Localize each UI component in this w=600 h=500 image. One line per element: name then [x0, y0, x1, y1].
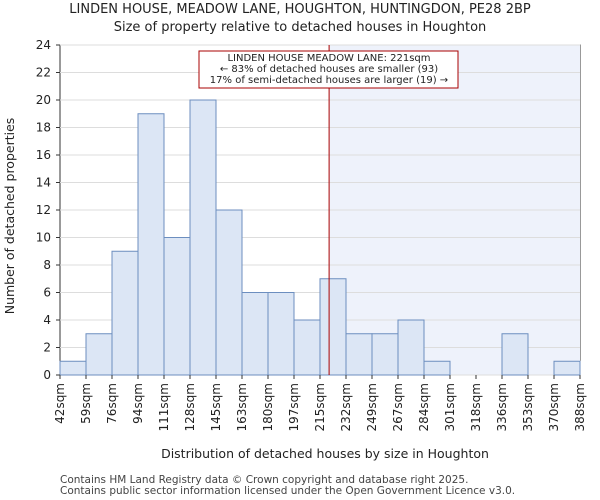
bars: [59, 99, 581, 376]
x-tick-label: 318sqm: [469, 383, 483, 431]
bar-94sqm: [137, 113, 165, 376]
y-tick-label: 6: [43, 286, 51, 300]
x-tick-label: 111sqm: [157, 383, 171, 431]
x-tick-label: 94sqm: [131, 383, 145, 424]
chart-subtitle: Size of property relative to detached ho…: [114, 20, 487, 35]
chart-title: LINDEN HOUSE, MEADOW LANE, HOUGHTON, HUN…: [69, 2, 531, 17]
annotation-line-1: LINDEN HOUSE MEADOW LANE: 221sqm: [227, 53, 430, 64]
y-tick-label: 8: [43, 258, 51, 272]
bar-267sqm: [397, 319, 425, 376]
x-tick-label: 163sqm: [235, 383, 249, 431]
annotation-box: [198, 50, 459, 89]
bar-111sqm: [163, 237, 191, 376]
x-tick-label: 353sqm: [521, 383, 535, 431]
footer-copyright: Contains HM Land Registry data © Crown c…: [60, 474, 468, 486]
bar-76sqm: [111, 250, 139, 376]
bar-215sqm: [319, 278, 347, 376]
bar-232sqm: [345, 333, 373, 376]
bar-370sqm: [553, 360, 581, 376]
x-tick-label: 336sqm: [495, 383, 509, 431]
bar-249sqm: [371, 333, 399, 376]
annotation-line-2: ← 83% of detached houses are smaller (93…: [220, 64, 438, 75]
y-tick-label: 22: [36, 66, 51, 80]
y-axis-title: Number of detached properties: [2, 118, 17, 315]
bar-163sqm: [241, 292, 269, 376]
y-tick-label: 24: [36, 38, 51, 52]
bar-197sqm: [293, 319, 321, 376]
x-tick-label: 42sqm: [53, 383, 67, 424]
y-tick-label: 2: [43, 341, 51, 355]
y-tick-label: 20: [36, 93, 51, 107]
y-tick-label: 16: [36, 148, 51, 162]
y-tick-label: 10: [36, 231, 51, 245]
bar-42sqm: [59, 360, 87, 376]
x-tick-label: 215sqm: [313, 383, 327, 431]
x-tick-label: 59sqm: [79, 383, 93, 424]
annotation-line-3: 17% of semi-detached houses are larger (…: [210, 75, 448, 86]
x-tick-label: 128sqm: [183, 383, 197, 431]
x-tick-label: 232sqm: [339, 383, 353, 431]
y-tick-label: 12: [36, 203, 51, 217]
bar-336sqm: [501, 333, 529, 376]
x-tick-label: 284sqm: [417, 383, 431, 431]
x-tick-label: 145sqm: [209, 383, 223, 431]
footer-licence: Contains public sector information licen…: [60, 485, 515, 497]
bar-284sqm: [423, 360, 451, 376]
x-tick-label: 249sqm: [365, 383, 379, 431]
x-tick-label: 76sqm: [105, 383, 119, 424]
y-tick-label: 14: [36, 176, 51, 190]
y-tick-label: 0: [43, 368, 51, 382]
x-tick-label: 180sqm: [261, 383, 275, 431]
x-tick-label: 388sqm: [573, 383, 587, 431]
bar-145sqm: [215, 209, 243, 376]
x-tick-label: 197sqm: [287, 383, 301, 431]
bar-128sqm: [189, 99, 217, 376]
x-axis-ticks: 42sqm 59sqm 76sqm 94sqm 111sqm 128sqm 145sqm 16…: [53, 375, 587, 431]
x-tick-label: 267sqm: [391, 383, 405, 431]
y-tick-label: 4: [43, 313, 51, 327]
bar-180sqm: [267, 292, 295, 376]
y-tick-label: 18: [36, 121, 51, 135]
x-axis-title: Distribution of detached houses by size …: [161, 446, 489, 461]
bar-59sqm: [85, 333, 113, 376]
x-tick-label: 301sqm: [443, 383, 457, 431]
x-tick-label: 370sqm: [547, 383, 561, 431]
